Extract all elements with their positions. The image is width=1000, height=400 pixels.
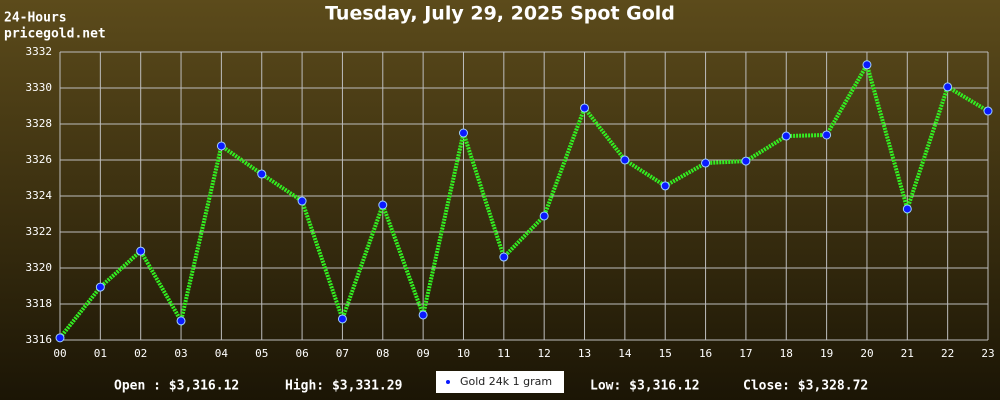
- x-tick-label: 01: [94, 347, 107, 360]
- y-tick-label: 3324: [26, 189, 53, 202]
- point: [580, 103, 590, 113]
- y-tick-label: 3322: [26, 225, 53, 238]
- point: [822, 130, 832, 140]
- x-tick-label: 19: [820, 347, 833, 360]
- point: [620, 155, 630, 165]
- grid: 3316 3318 3320 3322 3324 3326 3328 3330 3332 00 01…: [26, 45, 995, 360]
- point: [216, 141, 226, 151]
- y-tick-label: 3328: [26, 117, 53, 130]
- y-tick-label: 3326: [26, 153, 53, 166]
- point: [983, 106, 993, 116]
- stat-close: Close: $3,328.72: [743, 379, 868, 394]
- chart-title: Tuesday, July 29, 2025 Spot Gold: [325, 3, 675, 25]
- legend-marker: [446, 380, 450, 384]
- x-tick-label: 21: [901, 347, 914, 360]
- stat-low: Low: $3,316.12: [590, 379, 700, 394]
- stat-open: Open : $3,316.12: [114, 379, 239, 394]
- x-tick-label: 12: [538, 347, 551, 360]
- x-tick-label: 13: [578, 347, 591, 360]
- point: [499, 252, 509, 262]
- x-tick-label: 08: [376, 347, 389, 360]
- point: [418, 310, 428, 320]
- x-tick-label: 02: [134, 347, 147, 360]
- x-tick-label: 14: [618, 347, 632, 360]
- x-tick-label: 06: [295, 347, 308, 360]
- x-tick-label: 00: [53, 347, 66, 360]
- point: [741, 156, 751, 166]
- point: [943, 82, 953, 92]
- x-tick-label: 17: [739, 347, 752, 360]
- x-tick-label: 22: [941, 347, 954, 360]
- y-tick-label: 3332: [26, 45, 53, 58]
- point: [539, 211, 549, 221]
- x-tick-label: 20: [860, 347, 873, 360]
- point: [55, 333, 65, 343]
- x-tick-label: 23: [981, 347, 994, 360]
- point: [781, 131, 791, 141]
- legend-box: [436, 371, 564, 393]
- corner-label: 24-Hours: [4, 11, 67, 26]
- x-tick-label: 09: [417, 347, 430, 360]
- x-tick-label: 03: [174, 347, 187, 360]
- x-tick-label: 11: [497, 347, 510, 360]
- corner-label: pricegold.net: [4, 27, 106, 42]
- point: [297, 196, 307, 206]
- point: [378, 200, 388, 210]
- point: [337, 314, 347, 324]
- x-tick-label: 07: [336, 347, 349, 360]
- y-tick-label: 3318: [26, 297, 53, 310]
- legend-label: Gold 24k 1 gram: [460, 375, 552, 388]
- y-tick-label: 3316: [26, 333, 53, 346]
- plot: [55, 59, 993, 343]
- x-tick-label: 05: [255, 347, 268, 360]
- x-tick-label: 16: [699, 347, 712, 360]
- point: [257, 169, 267, 179]
- point: [701, 158, 711, 168]
- y-tick-label: 3320: [26, 261, 53, 274]
- point: [862, 60, 872, 70]
- point: [176, 316, 186, 326]
- x-tick-label: 15: [659, 347, 672, 360]
- x-tick-label: 04: [215, 347, 229, 360]
- point: [902, 204, 912, 214]
- stat-high: High: $3,331.29: [285, 379, 402, 394]
- point: [95, 282, 105, 292]
- y-tick-label: 3330: [26, 81, 53, 94]
- point: [660, 181, 670, 191]
- point: [458, 128, 468, 138]
- x-tick-label: 10: [457, 347, 470, 360]
- x-tick-label: 18: [780, 347, 793, 360]
- point: [136, 246, 146, 256]
- price-line: [58, 59, 990, 340]
